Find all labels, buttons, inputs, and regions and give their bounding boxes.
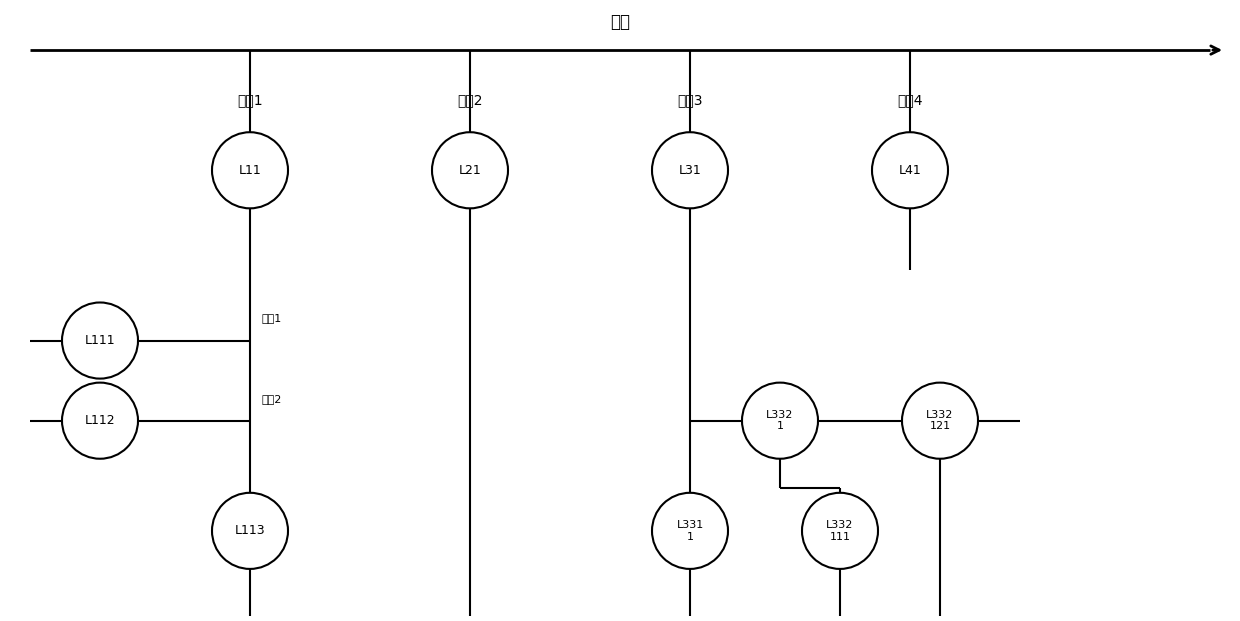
Circle shape — [212, 493, 288, 569]
Text: L331
1: L331 1 — [676, 520, 703, 542]
Text: 母线: 母线 — [610, 13, 630, 31]
Text: 分支2: 分支2 — [262, 394, 283, 404]
Circle shape — [212, 132, 288, 208]
Circle shape — [872, 132, 949, 208]
Circle shape — [652, 493, 728, 569]
Text: L113: L113 — [234, 524, 265, 537]
Text: L31: L31 — [678, 164, 702, 177]
Text: 出线2: 出线2 — [458, 93, 482, 107]
Text: L332
111: L332 111 — [826, 520, 853, 542]
Text: L332
1: L332 1 — [766, 410, 794, 432]
Text: L21: L21 — [459, 164, 481, 177]
Text: L332
121: L332 121 — [926, 410, 954, 432]
Text: 出线3: 出线3 — [677, 93, 703, 107]
Text: L41: L41 — [899, 164, 921, 177]
Circle shape — [901, 383, 978, 459]
Circle shape — [62, 383, 138, 459]
Text: 出线4: 出线4 — [898, 93, 923, 107]
Text: 分支1: 分支1 — [262, 314, 283, 324]
Circle shape — [432, 132, 508, 208]
Circle shape — [802, 493, 878, 569]
Text: 出线1: 出线1 — [237, 93, 263, 107]
Text: L111: L111 — [84, 334, 115, 347]
Circle shape — [742, 383, 818, 459]
Text: L112: L112 — [84, 414, 115, 427]
Circle shape — [62, 302, 138, 379]
Circle shape — [652, 132, 728, 208]
Text: L11: L11 — [238, 164, 262, 177]
